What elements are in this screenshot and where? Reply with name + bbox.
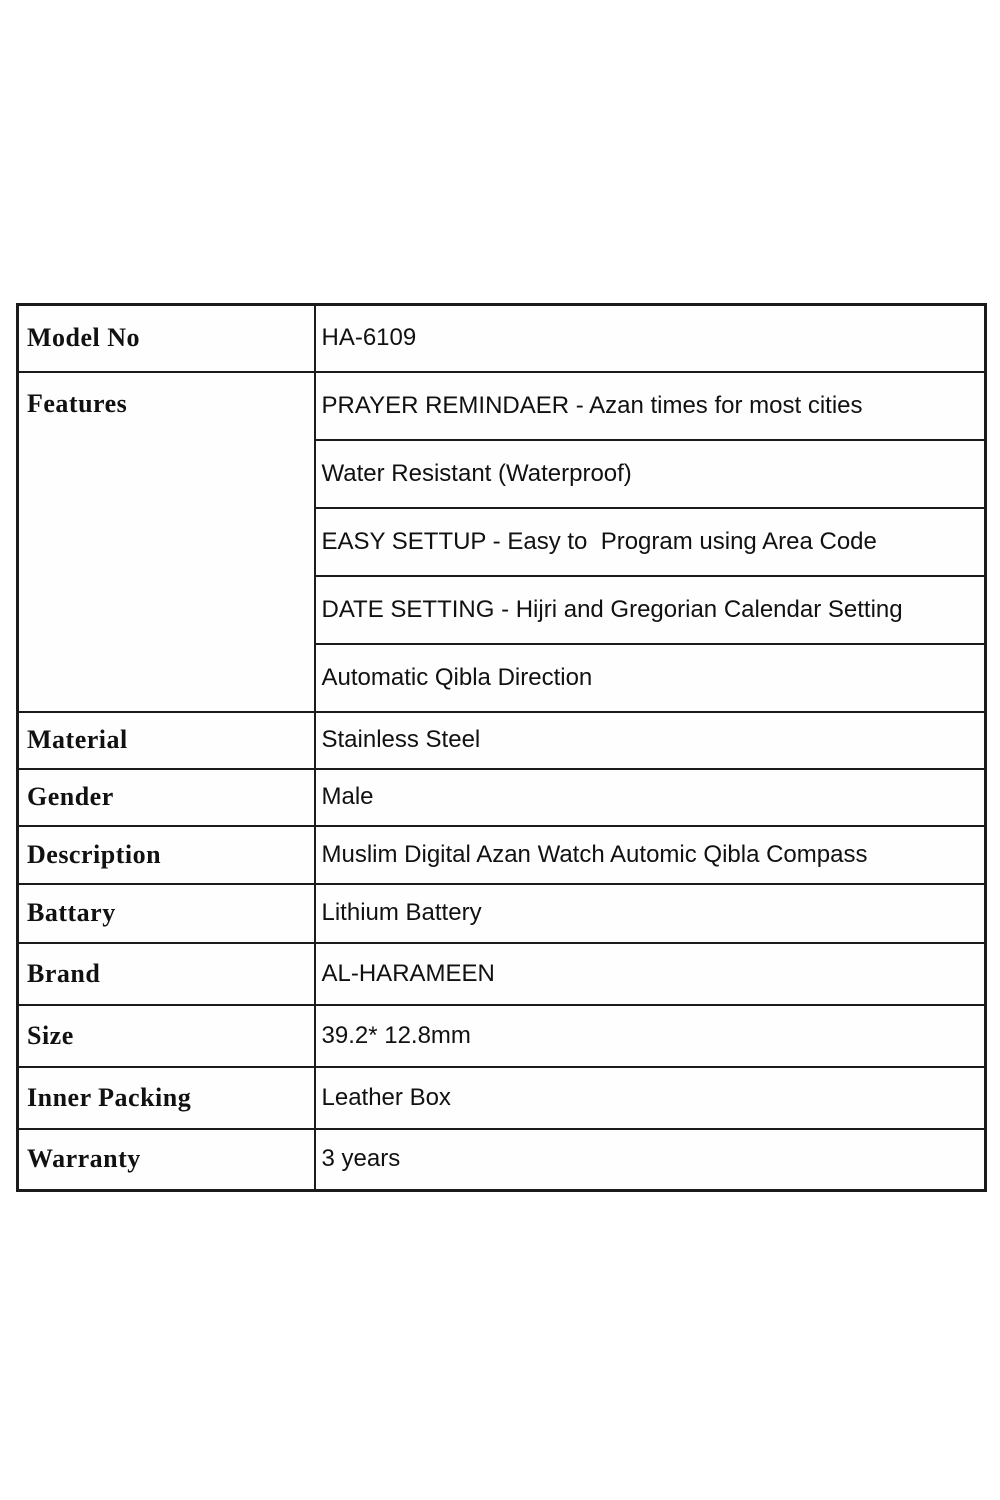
spec-value-inner-packing: Leather Box: [313, 1065, 987, 1130]
table-row-battary: Battary Lithium Battery: [16, 882, 987, 944]
table-row-brand: Brand AL-HARAMEEN: [16, 941, 987, 1006]
spec-label-model-no: Model No: [16, 303, 316, 373]
spec-label-gender: Gender: [16, 767, 316, 827]
spec-value-size: 39.2* 12.8mm: [313, 1003, 987, 1068]
table-row-warranty: Warranty 3 years: [16, 1127, 987, 1192]
spec-value-description: Muslim Digital Azan Watch Automic Qibla …: [313, 824, 987, 885]
feature-item-date-setting: DATE SETTING - Hijri and Gregorian Calen…: [313, 574, 987, 645]
product-spec-table: Model No HA-6109 Features PRAYER REMINDA…: [16, 303, 987, 1192]
feature-item-water-resistant: Water Resistant (Waterproof): [313, 438, 987, 509]
spec-value-gender: Male: [313, 767, 987, 827]
spec-value-material: Stainless Steel: [313, 710, 987, 770]
table-row-size: Size 39.2* 12.8mm: [16, 1003, 987, 1068]
table-row-model-no: Model No HA-6109: [16, 303, 987, 373]
product-spec-table-container: Model No HA-6109 Features PRAYER REMINDA…: [16, 303, 987, 1192]
table-row-description: Description Muslim Digital Azan Watch Au…: [16, 824, 987, 885]
table-row-feature-easy-setup: EASY SETTUP - Easy to Program using Area…: [18, 506, 987, 577]
table-row-features: Features PRAYER REMINDAER - Azan times f…: [16, 370, 987, 713]
table-row-feature-date-setting: DATE SETTING - Hijri and Gregorian Calen…: [18, 574, 987, 645]
spec-label-features: Features: [16, 370, 316, 713]
feature-item-easy-setup: EASY SETTUP - Easy to Program using Area…: [313, 506, 987, 577]
feature-item-qibla-direction: Automatic Qibla Direction: [313, 642, 987, 713]
spec-value-brand: AL-HARAMEEN: [313, 941, 987, 1006]
feature-item-prayer-reminder: PRAYER REMINDAER - Azan times for most c…: [313, 370, 987, 441]
spec-label-description: Description: [16, 824, 316, 885]
spec-value-model-no: HA-6109: [313, 303, 987, 373]
spec-label-material: Material: [16, 710, 316, 770]
table-row-material: Material Stainless Steel: [16, 710, 987, 770]
table-row-gender: Gender Male: [16, 767, 987, 827]
spec-value-warranty: 3 years: [313, 1127, 987, 1192]
spec-label-inner-packing: Inner Packing: [16, 1065, 316, 1130]
table-row-feature-qibla-direction: Automatic Qibla Direction: [18, 642, 987, 713]
spec-label-brand: Brand: [16, 941, 316, 1006]
spec-label-battary: Battary: [16, 882, 316, 944]
spec-label-size: Size: [16, 1003, 316, 1068]
spec-value-battary: Lithium Battery: [313, 882, 987, 944]
table-row-inner-packing: Inner Packing Leather Box: [16, 1065, 987, 1130]
spec-label-warranty: Warranty: [16, 1127, 316, 1192]
table-row-feature-water-resistant: Water Resistant (Waterproof): [18, 438, 987, 509]
